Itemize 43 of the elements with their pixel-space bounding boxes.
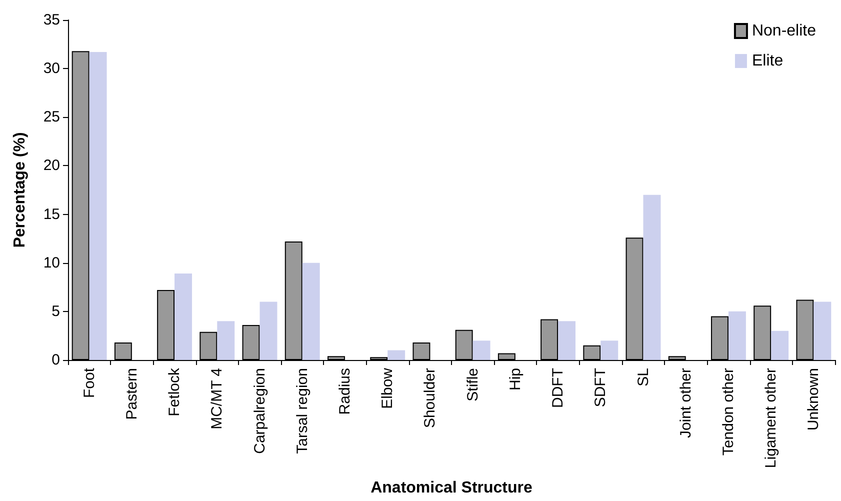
bar <box>260 302 278 360</box>
y-tick-label: 20 <box>43 157 60 174</box>
x-tick-label: SDFT <box>592 368 610 408</box>
x-tick-label: Tarsal region <box>294 368 311 454</box>
x-axis-title: Anatomical Structure <box>370 480 533 496</box>
x-tick-label: Shoulder <box>422 368 439 428</box>
y-axis-title: Percentage (%) <box>12 132 28 248</box>
x-tick-label: Radius <box>336 368 354 415</box>
x-tick-label: MC/MT 4 <box>208 368 226 430</box>
y-tick-label: 0 <box>52 352 60 368</box>
y-tick-label: 15 <box>43 206 60 223</box>
x-tick-label: Stifle <box>464 368 482 402</box>
x-tick-label: Joint other <box>677 368 694 438</box>
bar <box>302 262 320 360</box>
x-tick-label: Carpalregion <box>251 368 268 454</box>
x-tick-label: Unknown <box>805 368 822 431</box>
legend-label: Non-elite <box>752 22 816 40</box>
x-tick-label: Fetlock <box>166 368 184 416</box>
bar <box>728 311 746 360</box>
bar <box>217 321 235 360</box>
bar <box>771 330 789 360</box>
bar <box>89 52 107 360</box>
bar <box>472 340 490 360</box>
legend-label: Elite <box>752 52 784 70</box>
x-tick-label: SL <box>634 368 652 386</box>
bar <box>388 350 406 360</box>
y-tick-label: 10 <box>43 254 60 272</box>
x-tick-label: Pastern <box>123 368 140 420</box>
x-tick-label: DDFT <box>550 368 567 408</box>
bar <box>600 340 618 360</box>
bar <box>814 302 832 360</box>
y-tick-label: 25 <box>43 108 60 126</box>
y-tick-label: 30 <box>43 60 60 78</box>
x-tick-label: Ligament other <box>762 368 780 468</box>
x-tick-label: Elbow <box>379 368 396 409</box>
y-tick-label: 35 <box>43 12 60 28</box>
y-tick-label: 5 <box>52 302 60 320</box>
bar <box>643 194 661 360</box>
x-tick-label: Foot <box>80 367 98 398</box>
x-tick-label: Hip <box>506 368 524 391</box>
x-tick-label: Tendon other <box>720 368 737 456</box>
bar <box>174 274 192 360</box>
bar <box>558 321 576 360</box>
